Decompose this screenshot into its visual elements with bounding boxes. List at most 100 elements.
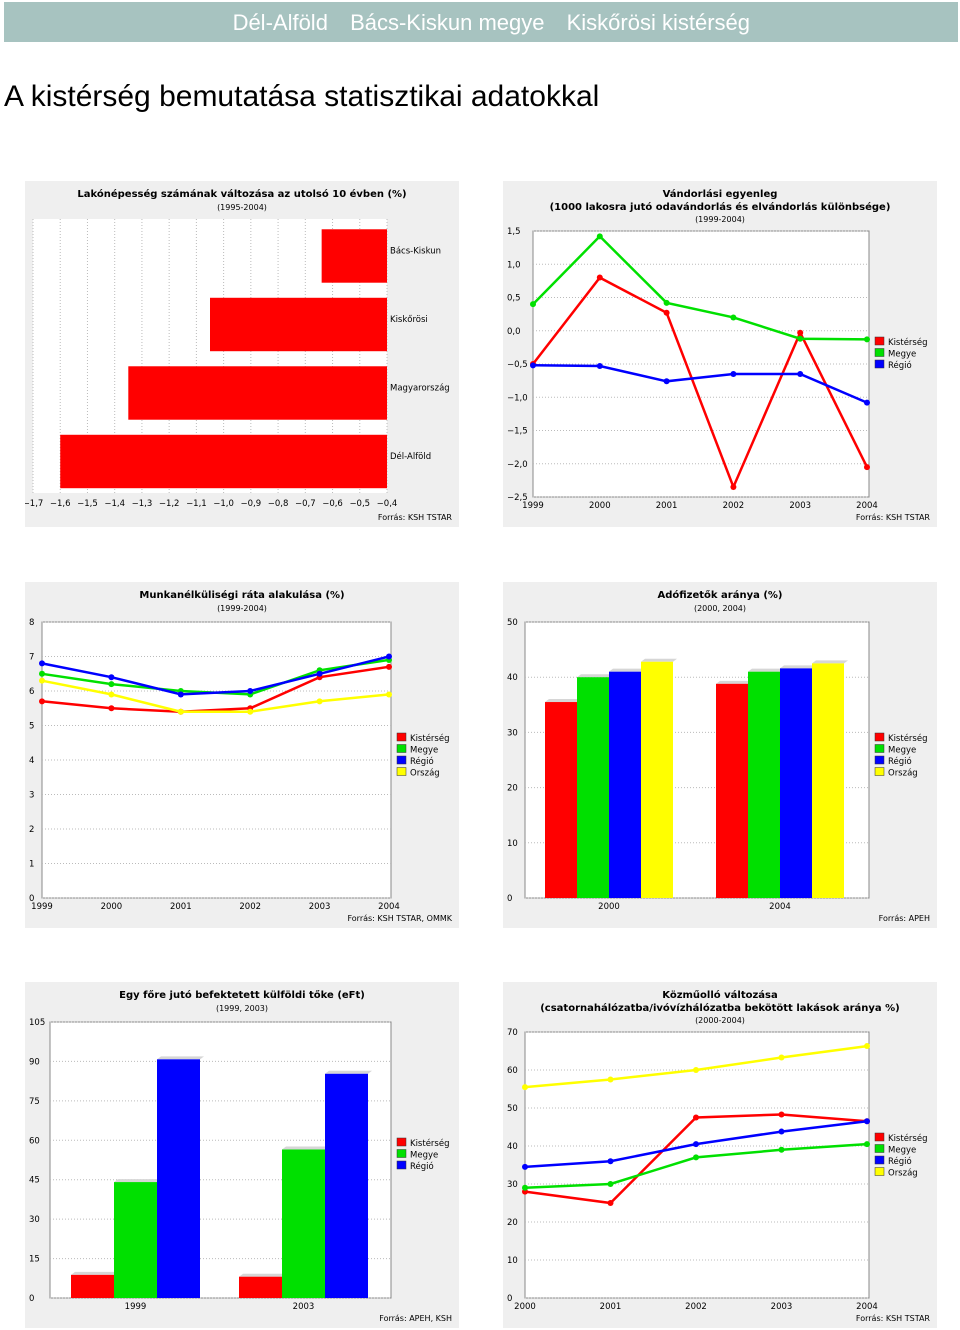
- y-tick-label: 0: [507, 894, 512, 904]
- data-point: [39, 670, 45, 677]
- chart-subtitle: (2000, 2004): [694, 604, 746, 613]
- y-tick-label: −2,0: [507, 460, 528, 470]
- population-change-chart: Lakónépesség számának változása az utols…: [25, 181, 459, 527]
- bar-top: [114, 1179, 161, 1183]
- data-point: [386, 691, 392, 698]
- y-tick-label: 4: [29, 756, 34, 766]
- bar: [114, 1182, 157, 1298]
- breadcrumb-subregion[interactable]: Kiskőrösi kistérség: [566, 10, 750, 35]
- series-line: [41, 679, 390, 713]
- data-point: [596, 233, 603, 240]
- category-label: Bács-Kiskun: [390, 246, 441, 256]
- bar: [748, 671, 780, 898]
- data-point: [864, 336, 870, 343]
- data-point: [108, 691, 115, 698]
- x-tick-label: 2003: [293, 1302, 315, 1312]
- data-point: [522, 1084, 528, 1091]
- y-tick-label: 30: [507, 728, 518, 738]
- x-tick-label: 2004: [378, 902, 400, 912]
- data-point: [607, 1200, 614, 1206]
- y-tick-label: 90: [29, 1057, 40, 1067]
- data-point: [663, 309, 670, 316]
- bar-top: [545, 699, 581, 703]
- data-point: [247, 688, 254, 694]
- x-tick-label: −1,3: [132, 499, 153, 509]
- y-tick-label: 105: [29, 1018, 45, 1028]
- x-tick-label: 2003: [771, 1302, 793, 1312]
- breadcrumb-region[interactable]: Dél-Alföld: [232, 10, 328, 35]
- y-tick-label: 3: [29, 791, 34, 801]
- series-line: [532, 234, 868, 341]
- y-tick-label: −2,5: [507, 493, 528, 503]
- legend-swatch: [874, 1167, 885, 1176]
- bar-top: [748, 668, 784, 672]
- x-tick-label: 2000: [589, 501, 611, 511]
- data-point: [522, 1163, 528, 1170]
- legend-swatch: [396, 732, 407, 742]
- y-tick-label: 0: [29, 894, 34, 904]
- legend-swatch: [874, 336, 885, 346]
- y-tick-label: 15: [29, 1255, 40, 1265]
- bar: [282, 1149, 325, 1298]
- legend-swatch: [874, 1155, 885, 1165]
- page-title: A kistérség bemutatása statisztikai adat…: [4, 80, 600, 113]
- legend-label: Kistérség: [888, 337, 927, 348]
- category-label: Magyarország: [390, 383, 450, 393]
- x-tick-label: −1,6: [50, 499, 71, 509]
- y-tick-label: 8: [29, 618, 34, 628]
- bar-top: [716, 680, 752, 684]
- chart-subtitle: (1000 lakosra jutó odavándorlás és elván…: [550, 201, 891, 213]
- legend-label: Megye: [888, 350, 916, 360]
- data-point: [247, 708, 254, 715]
- chart-svg: Lakónépesség számának változása az utols…: [25, 188, 452, 522]
- data-point: [663, 378, 670, 385]
- data-point: [778, 1146, 785, 1153]
- bar-top: [577, 674, 613, 678]
- data-point: [778, 1111, 785, 1118]
- chart-subtitle: (csatornahálózatba/ivóvízhálózatba beköt…: [540, 1002, 900, 1014]
- legend-swatch: [874, 744, 885, 753]
- chart-title: Vándorlási egyenleg: [663, 188, 778, 200]
- unemployment-rate-chart: Munkanélküliségi ráta alakulása (%) (1999…: [25, 582, 459, 928]
- legend-swatch: [874, 732, 885, 742]
- x-tick-label: −0,6: [322, 499, 343, 509]
- y-tick-label: 30: [29, 1215, 40, 1225]
- chart-source: Forrás: KSH TSTAR: [856, 1314, 931, 1323]
- x-tick-label: 2004: [856, 501, 878, 511]
- bar-top: [780, 665, 816, 669]
- data-point: [864, 1141, 870, 1148]
- y-tick-label: 40: [507, 1142, 518, 1152]
- x-tick-label: −1,1: [186, 499, 207, 509]
- legend-label: Megye: [888, 746, 916, 756]
- data-point: [864, 1043, 870, 1050]
- y-tick-label: 7: [29, 653, 34, 663]
- x-tick-label: 2001: [656, 501, 678, 511]
- bar: [71, 1274, 114, 1298]
- legend-label: Megye: [888, 1146, 916, 1156]
- x-tick-label: −0,8: [268, 499, 289, 509]
- breadcrumb-county[interactable]: Bács-Kiskun megye: [350, 10, 545, 35]
- legend-swatch: [396, 1149, 407, 1158]
- x-tick-label: −1,4: [104, 499, 125, 509]
- y-tick-label: 10: [507, 1256, 518, 1266]
- chart-svg: Adófizetők aránya (%) (2000, 2004) 0 10 20 30…: [507, 589, 930, 923]
- data-point: [797, 370, 804, 377]
- chart-svg: Vándorlási egyenleg(1000 lakosra jutó od…: [507, 188, 931, 522]
- chart-source: Forrás: KSH TSTAR, OMMK: [347, 914, 452, 923]
- series-line: [532, 364, 868, 404]
- legend-label: Régió: [888, 360, 912, 371]
- chart-source: Forrás: APEH, KSH: [379, 1314, 452, 1323]
- chart-source: Forrás: KSH TSTAR: [856, 513, 931, 522]
- data-point: [864, 464, 870, 471]
- bar: [609, 671, 641, 898]
- data-point: [316, 670, 323, 677]
- data-point: [693, 1154, 699, 1161]
- plot-area: [524, 1031, 870, 1299]
- y-tick-label: 6: [29, 687, 34, 697]
- data-point: [522, 1184, 528, 1191]
- chart-svg: Közműolló változása(csatornahálózatba/iv…: [507, 989, 931, 1323]
- legend-swatch: [396, 1160, 407, 1170]
- data-point: [607, 1158, 614, 1165]
- x-tick-label: 2004: [769, 902, 791, 912]
- bar: [780, 668, 812, 898]
